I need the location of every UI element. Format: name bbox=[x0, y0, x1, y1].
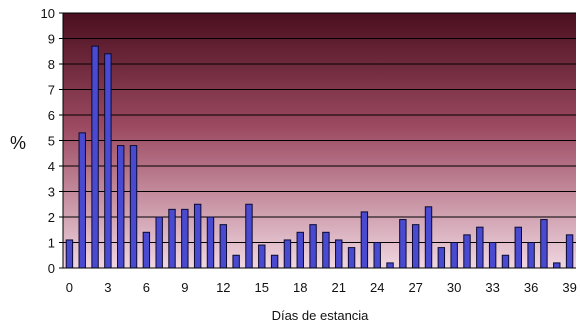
bar bbox=[65, 239, 74, 269]
bar bbox=[514, 226, 522, 269]
bar bbox=[168, 208, 176, 269]
bar bbox=[104, 53, 112, 269]
x-tick-label: 0 bbox=[66, 280, 73, 295]
y-tick-label: 7 bbox=[48, 83, 55, 98]
y-tick-label: 9 bbox=[48, 32, 55, 47]
y-tick-labels: 0 1 2 3 4 5 6 7 8 9 10 bbox=[41, 6, 63, 276]
bar bbox=[91, 45, 99, 269]
bar bbox=[527, 242, 535, 269]
bar bbox=[463, 234, 471, 269]
bar bbox=[117, 145, 125, 269]
y-tick-label: 4 bbox=[48, 159, 55, 174]
x-tick-label: 33 bbox=[485, 280, 499, 295]
x-tick-label: 39 bbox=[562, 280, 576, 295]
bar bbox=[411, 224, 420, 269]
bar bbox=[258, 244, 266, 269]
bar bbox=[193, 203, 202, 269]
x-tick-label: 9 bbox=[181, 280, 188, 295]
x-tick-label: 15 bbox=[255, 280, 269, 295]
bar bbox=[373, 242, 381, 269]
y-tick-label: 8 bbox=[48, 57, 55, 72]
x-tick-label: 18 bbox=[293, 280, 307, 295]
bar bbox=[450, 242, 458, 269]
bar bbox=[565, 234, 574, 269]
bar bbox=[386, 262, 394, 269]
bar bbox=[78, 132, 86, 269]
bar bbox=[335, 239, 343, 269]
y-tick-label: 2 bbox=[48, 210, 55, 225]
bar bbox=[399, 219, 407, 269]
bar bbox=[296, 231, 304, 269]
y-tick-label: 10 bbox=[41, 6, 55, 21]
bar bbox=[142, 231, 151, 269]
bar bbox=[488, 242, 497, 269]
bar bbox=[437, 247, 446, 269]
y-tick-label: 0 bbox=[48, 261, 55, 276]
bar bbox=[245, 203, 253, 269]
y-tick-label: 6 bbox=[48, 108, 55, 123]
x-axis-title: Días de estancia bbox=[272, 308, 370, 323]
x-tick-label: 24 bbox=[370, 280, 384, 295]
bar bbox=[553, 262, 561, 269]
bar bbox=[540, 219, 548, 269]
x-tick-label: 3 bbox=[104, 280, 111, 295]
x-tick-label: 21 bbox=[332, 280, 346, 295]
y-tick-label: 3 bbox=[48, 185, 55, 200]
bar bbox=[424, 206, 433, 269]
x-tick-label: 12 bbox=[216, 280, 230, 295]
x-tick-label: 27 bbox=[408, 280, 422, 295]
bar bbox=[360, 211, 369, 269]
bar bbox=[270, 254, 279, 269]
y-tick-label: 1 bbox=[48, 236, 55, 251]
x-tick-label: 6 bbox=[143, 280, 150, 295]
x-tick-label: 36 bbox=[524, 280, 538, 295]
bar bbox=[309, 224, 317, 269]
bar bbox=[322, 231, 330, 269]
x-tick-labels: 0 3 6 9 12 15 18 21 24 27 30 33 36 39 bbox=[66, 280, 577, 295]
bar bbox=[129, 145, 138, 269]
bar bbox=[219, 224, 228, 269]
y-tick-label: 5 bbox=[48, 134, 55, 149]
bar bbox=[181, 208, 189, 269]
bar bbox=[155, 216, 163, 269]
bar bbox=[283, 239, 292, 269]
gridlines bbox=[63, 12, 576, 243]
bar bbox=[347, 247, 356, 269]
bar bbox=[501, 254, 510, 269]
x-tick-label: 30 bbox=[447, 280, 461, 295]
bar bbox=[206, 216, 215, 269]
y-axis-title: % bbox=[10, 133, 26, 153]
bar bbox=[232, 254, 240, 269]
bar bbox=[476, 226, 484, 269]
